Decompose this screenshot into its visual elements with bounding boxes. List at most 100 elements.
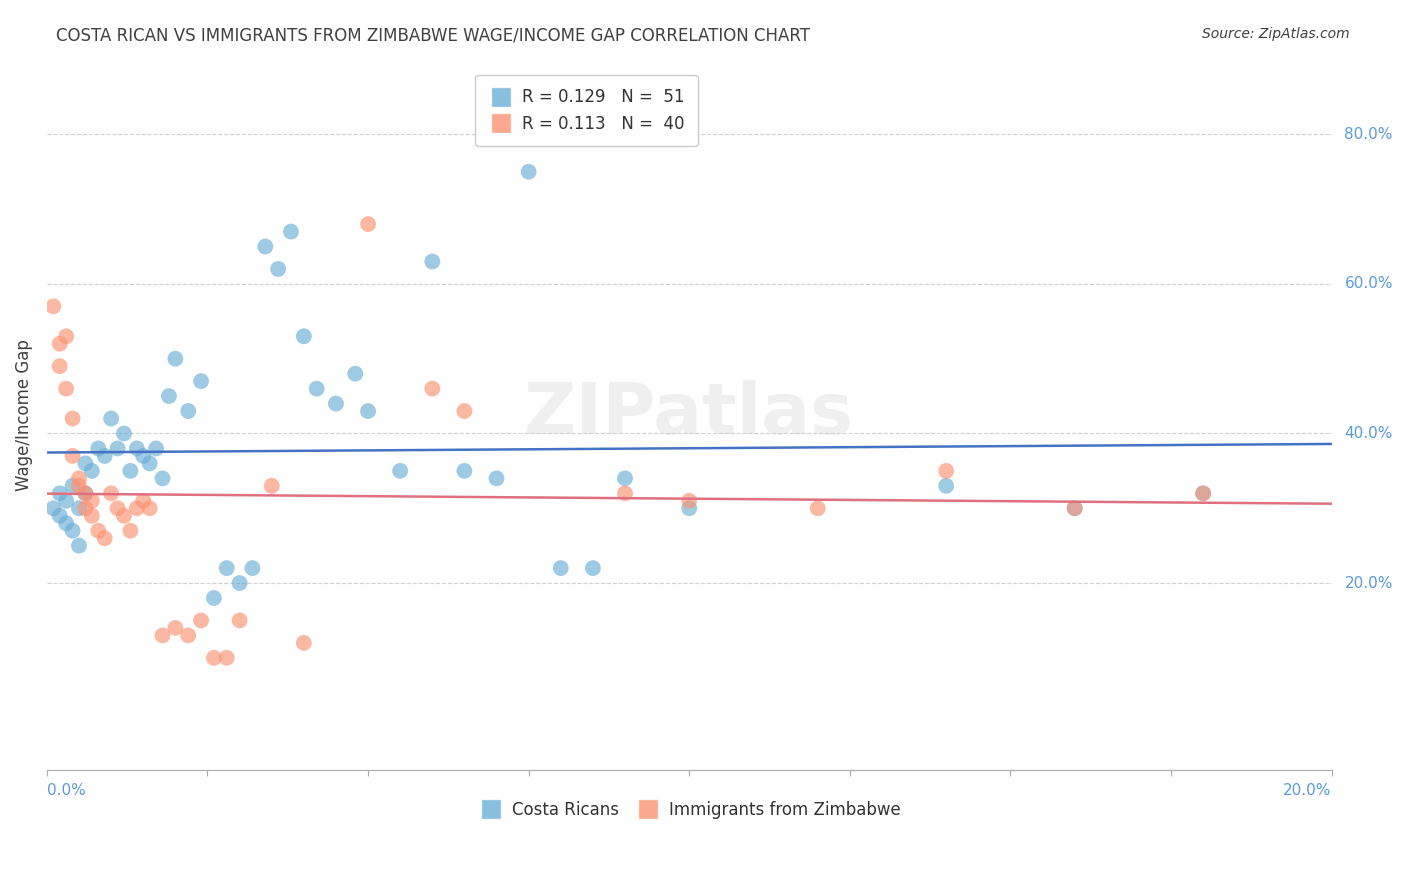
- Point: [517, 165, 540, 179]
- Point: [325, 396, 347, 410]
- Point: [55, 493, 77, 508]
- Point: [80, 508, 103, 523]
- Point: [48, 486, 70, 500]
- Point: [152, 471, 174, 485]
- Point: [357, 217, 380, 231]
- Point: [42, 501, 65, 516]
- Point: [67, 479, 90, 493]
- Point: [420, 382, 443, 396]
- Point: [107, 501, 129, 516]
- Point: [292, 636, 315, 650]
- Text: 40.0%: 40.0%: [1344, 426, 1393, 441]
- Text: ZIPatlas: ZIPatlas: [524, 380, 855, 450]
- Point: [935, 464, 957, 478]
- Point: [100, 411, 122, 425]
- Point: [202, 591, 225, 605]
- Point: [453, 464, 475, 478]
- Point: [614, 486, 637, 500]
- Point: [93, 449, 115, 463]
- Point: [389, 464, 412, 478]
- Point: [55, 516, 77, 531]
- Text: 60.0%: 60.0%: [1344, 277, 1393, 292]
- Text: COSTA RICAN VS IMMIGRANTS FROM ZIMBABWE WAGE/INCOME GAP CORRELATION CHART: COSTA RICAN VS IMMIGRANTS FROM ZIMBABWE …: [56, 27, 810, 45]
- Point: [112, 426, 135, 441]
- Point: [62, 524, 84, 538]
- Point: [357, 404, 380, 418]
- Point: [138, 457, 160, 471]
- Point: [190, 614, 212, 628]
- Point: [138, 501, 160, 516]
- Point: [67, 501, 90, 516]
- Point: [190, 374, 212, 388]
- Point: [55, 329, 77, 343]
- Text: 20.0%: 20.0%: [1344, 575, 1393, 591]
- Point: [67, 539, 90, 553]
- Point: [420, 254, 443, 268]
- Point: [280, 225, 302, 239]
- Point: [75, 457, 97, 471]
- Text: 20.0%: 20.0%: [1284, 783, 1331, 798]
- Point: [100, 486, 122, 500]
- Y-axis label: Wage/Income Gap: Wage/Income Gap: [15, 339, 32, 491]
- Point: [55, 382, 77, 396]
- Point: [177, 628, 200, 642]
- Point: [215, 561, 238, 575]
- Point: [485, 471, 508, 485]
- Point: [242, 561, 264, 575]
- Point: [267, 262, 290, 277]
- Point: [152, 628, 174, 642]
- Point: [344, 367, 367, 381]
- Point: [120, 524, 142, 538]
- Point: [254, 239, 277, 253]
- Point: [177, 404, 200, 418]
- Point: [550, 561, 572, 575]
- Point: [292, 329, 315, 343]
- Point: [125, 442, 148, 456]
- Point: [67, 471, 90, 485]
- Point: [62, 449, 84, 463]
- Point: [75, 501, 97, 516]
- Point: [678, 501, 700, 516]
- Point: [62, 411, 84, 425]
- Point: [1063, 501, 1085, 516]
- Point: [112, 508, 135, 523]
- Point: [305, 382, 328, 396]
- Legend: Costa Ricans, Immigrants from Zimbabwe: Costa Ricans, Immigrants from Zimbabwe: [471, 794, 907, 826]
- Point: [165, 621, 187, 635]
- Point: [678, 493, 700, 508]
- Point: [453, 404, 475, 418]
- Point: [75, 486, 97, 500]
- Point: [75, 486, 97, 500]
- Point: [125, 501, 148, 516]
- Point: [145, 442, 167, 456]
- Point: [807, 501, 830, 516]
- Point: [42, 299, 65, 313]
- Point: [48, 359, 70, 374]
- Text: 0.0%: 0.0%: [46, 783, 86, 798]
- Point: [107, 442, 129, 456]
- Point: [80, 464, 103, 478]
- Point: [1063, 501, 1085, 516]
- Point: [132, 449, 155, 463]
- Point: [1192, 486, 1215, 500]
- Point: [87, 524, 110, 538]
- Point: [165, 351, 187, 366]
- Point: [1192, 486, 1215, 500]
- Point: [87, 442, 110, 456]
- Point: [935, 479, 957, 493]
- Point: [120, 464, 142, 478]
- Text: Source: ZipAtlas.com: Source: ZipAtlas.com: [1202, 27, 1350, 41]
- Point: [157, 389, 180, 403]
- Text: 80.0%: 80.0%: [1344, 127, 1393, 142]
- Point: [260, 479, 283, 493]
- Point: [62, 479, 84, 493]
- Point: [582, 561, 605, 575]
- Point: [228, 576, 250, 591]
- Point: [93, 531, 115, 545]
- Point: [215, 650, 238, 665]
- Point: [202, 650, 225, 665]
- Point: [614, 471, 637, 485]
- Point: [48, 336, 70, 351]
- Point: [48, 508, 70, 523]
- Point: [80, 493, 103, 508]
